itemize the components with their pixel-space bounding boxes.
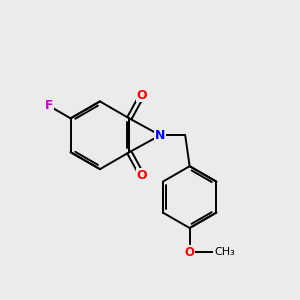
Text: CH₃: CH₃ bbox=[214, 247, 235, 257]
Text: F: F bbox=[45, 99, 53, 112]
Text: N: N bbox=[155, 129, 165, 142]
Text: O: O bbox=[184, 246, 195, 259]
Text: O: O bbox=[137, 88, 147, 102]
Text: O: O bbox=[137, 169, 147, 182]
